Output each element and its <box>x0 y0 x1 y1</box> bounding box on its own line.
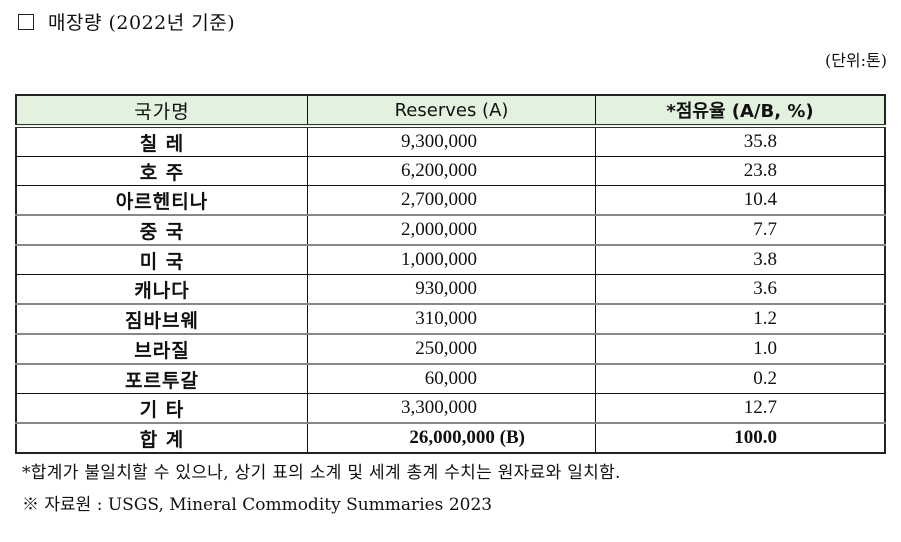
column-header-reserves: Reserves (A) <box>307 95 596 128</box>
share-cell: 3.8 <box>595 244 885 275</box>
table-row: 호 주 6,200,000 23.8 <box>16 156 885 186</box>
country-cell: 호 주 <box>16 156 308 186</box>
column-header-share: *점유율 (A/B, %) <box>595 95 885 128</box>
total-share-cell: 100.0 <box>595 422 885 453</box>
table-row: 아르헨티나 2,700,000 10.4 <box>16 185 885 215</box>
country-cell: 캐나다 <box>16 274 308 304</box>
table-row: 짐바브웨 310,000 1.2 <box>16 303 885 334</box>
country-cell: 기 타 <box>16 393 308 423</box>
table-header-row: 국가명 Reserves (A) *점유율 (A/B, %) <box>16 95 885 128</box>
country-cell: 짐바브웨 <box>16 303 308 334</box>
reserves-cell: 1,000,000 <box>307 244 596 275</box>
share-cell: 0.2 <box>595 363 885 394</box>
country-cell: 포르투갈 <box>16 363 308 394</box>
column-header-country: 국가명 <box>16 95 308 128</box>
reserves-cell: 9,300,000 <box>307 125 596 157</box>
table-row: 캐나다 930,000 3.6 <box>16 274 885 304</box>
table-row: 칠 레 9,300,000 35.8 <box>16 125 885 157</box>
reserves-cell: 930,000 <box>307 274 596 304</box>
table-row: 기 타 3,300,000 12.7 <box>16 393 885 423</box>
total-label-cell: 합 계 <box>16 422 308 453</box>
unit-label: (단위:톤) <box>824 51 887 70</box>
total-row: 합 계 26,000,000 (B) 100.0 <box>16 422 885 453</box>
share-cell: 35.8 <box>595 125 885 157</box>
share-cell: 12.7 <box>595 393 885 423</box>
share-cell: 10.4 <box>595 185 885 215</box>
share-cell: 3.6 <box>595 274 885 304</box>
share-cell: 23.8 <box>595 156 885 186</box>
table-row: 포르투갈 60,000 0.2 <box>16 363 885 394</box>
country-cell: 중 국 <box>16 214 308 245</box>
country-cell: 아르헨티나 <box>16 185 308 215</box>
share-cell: 1.2 <box>595 303 885 334</box>
reserves-cell: 6,200,000 <box>307 156 596 186</box>
table-row: 브라질 250,000 1.0 <box>16 333 885 364</box>
source-note: ※ 자료원 : USGS, Mineral Commodity Summarie… <box>22 495 493 515</box>
reserves-cell: 310,000 <box>307 303 596 334</box>
square-icon <box>18 13 34 30</box>
reserves-cell: 2,700,000 <box>307 185 596 215</box>
share-cell: 1.0 <box>595 333 885 364</box>
table-row: 미 국 1,000,000 3.8 <box>16 244 885 275</box>
reserves-cell: 2,000,000 <box>307 214 596 245</box>
total-reserves-cell: 26,000,000 (B) <box>307 422 596 453</box>
country-cell: 칠 레 <box>16 125 308 157</box>
section-title-text: 매장량 (2022년 기준) <box>48 12 236 34</box>
table-row: 중 국 2,000,000 7.7 <box>16 214 885 245</box>
country-cell: 미 국 <box>16 244 308 275</box>
reserves-cell: 60,000 <box>307 363 596 394</box>
country-cell: 브라질 <box>16 333 308 364</box>
section-title: 매장량 (2022년 기준) <box>18 8 235 35</box>
footnote: *합계가 불일치할 수 있으나, 상기 표의 소계 및 세계 총계 수치는 원자… <box>22 463 621 483</box>
share-cell: 7.7 <box>595 214 885 245</box>
reserves-cell: 250,000 <box>307 333 596 364</box>
reserves-table: 국가명 Reserves (A) *점유율 (A/B, %) 칠 레 9,300… <box>15 94 886 454</box>
reserves-cell: 3,300,000 <box>307 393 596 423</box>
